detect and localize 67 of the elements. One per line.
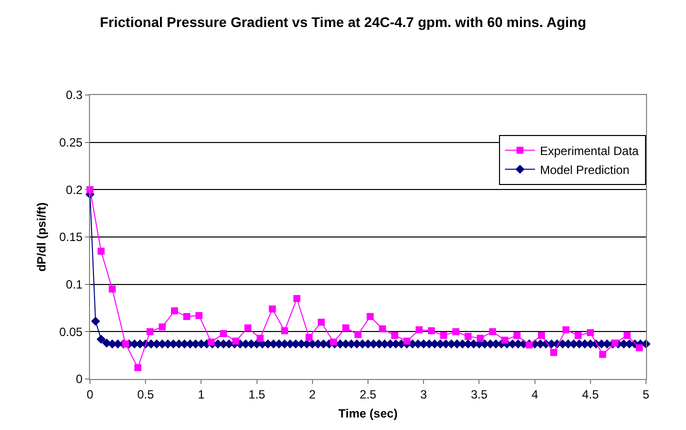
- point: [256, 334, 264, 342]
- point: [318, 318, 325, 326]
- x-tick-label: 0.5: [137, 387, 154, 402]
- y-tick-label: 0.25: [59, 136, 83, 150]
- point: [403, 338, 410, 345]
- point: [378, 325, 386, 332]
- x-tick-label: 2: [309, 387, 316, 402]
- x-tick-label: 1.5: [248, 387, 266, 402]
- y-tick-label: 0.05: [59, 324, 83, 339]
- y-tick-label: 0.15: [59, 230, 83, 244]
- x-tick-label: 0: [86, 387, 94, 402]
- point: [440, 332, 448, 339]
- point: [134, 364, 142, 372]
- point: [428, 327, 435, 334]
- point: [208, 338, 215, 346]
- y-tick-label: 0.3: [66, 88, 83, 102]
- chart-title: Frictional Pressure Gradient vs Time at 24C-4.7 gpm. with 60 mins. Aging: [100, 14, 586, 30]
- point: [586, 329, 594, 336]
- point: [195, 312, 202, 320]
- point: [636, 344, 643, 352]
- x-tick-label: 2.5: [360, 387, 377, 402]
- point: [489, 328, 496, 336]
- y-tick-label: 0.1: [66, 278, 83, 292]
- point: [268, 305, 276, 312]
- point: [330, 338, 338, 346]
- point: [281, 327, 288, 334]
- point: [220, 330, 227, 338]
- y-tick-label: 0: [76, 372, 83, 386]
- point: [550, 348, 558, 356]
- point: [293, 295, 300, 302]
- point: [342, 324, 350, 332]
- point: [416, 326, 423, 334]
- x-tick-label: 5: [642, 387, 650, 402]
- x-axis-title: Time (sec): [338, 406, 398, 420]
- legend-label: Model Prediction: [540, 162, 630, 177]
- point: [366, 313, 374, 320]
- x-tick-label: 4: [531, 387, 538, 402]
- point: [158, 323, 166, 330]
- point: [244, 324, 252, 332]
- point: [108, 286, 116, 293]
- y-axis-title: dP/dl (psi/ft): [34, 202, 49, 272]
- point: [476, 334, 484, 342]
- point: [501, 336, 508, 344]
- point: [538, 332, 545, 339]
- point: [306, 334, 313, 341]
- point: [514, 332, 521, 339]
- point: [611, 340, 618, 347]
- point: [171, 307, 178, 314]
- x-tick-label: 4.5: [582, 387, 600, 402]
- x-tick-label: 1: [198, 387, 205, 402]
- point: [122, 340, 130, 348]
- point: [391, 332, 398, 339]
- x-tick-label: 3.5: [470, 387, 488, 402]
- point: [599, 350, 606, 358]
- point: [183, 313, 190, 320]
- legend-label: Experimental Data: [540, 144, 640, 158]
- point: [232, 338, 240, 345]
- point: [98, 248, 105, 255]
- point: [146, 328, 154, 336]
- x-tick-label: 3: [420, 387, 428, 402]
- point: [464, 332, 472, 340]
- point: [562, 326, 570, 334]
- point: [354, 331, 362, 338]
- y-tick-label: 0.2: [66, 182, 83, 197]
- point: [452, 328, 460, 336]
- point: [574, 332, 582, 339]
- point: [624, 332, 631, 339]
